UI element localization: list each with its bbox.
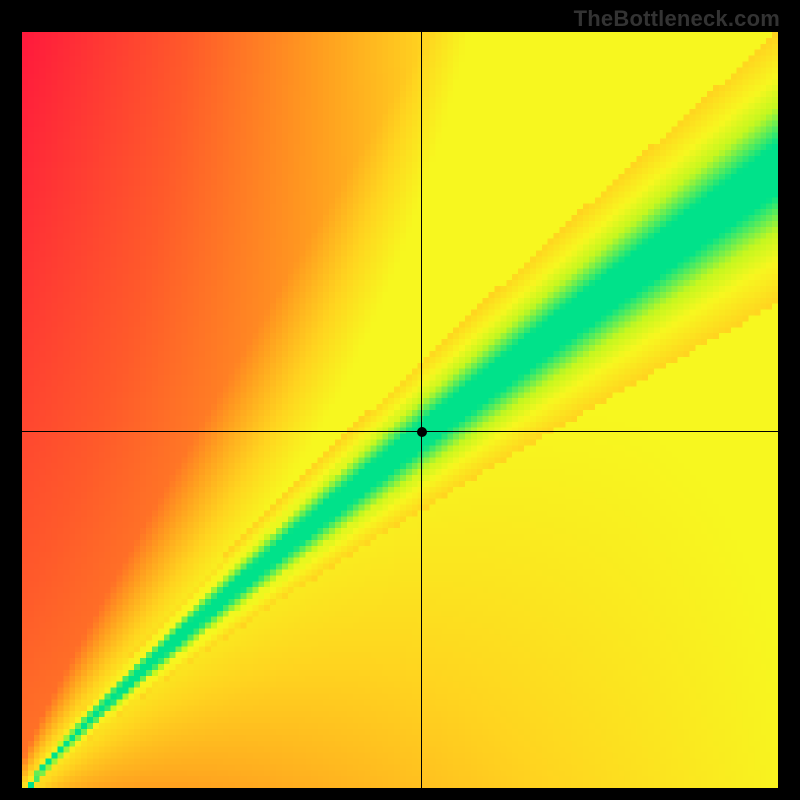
crosshair-vertical — [421, 32, 422, 788]
bottleneck-heatmap — [22, 32, 778, 788]
chart-container: { "watermark": { "text": "TheBottleneck.… — [0, 0, 800, 800]
crosshair-marker-dot — [417, 427, 427, 437]
crosshair-horizontal — [22, 431, 778, 432]
watermark-text: TheBottleneck.com — [574, 6, 780, 32]
